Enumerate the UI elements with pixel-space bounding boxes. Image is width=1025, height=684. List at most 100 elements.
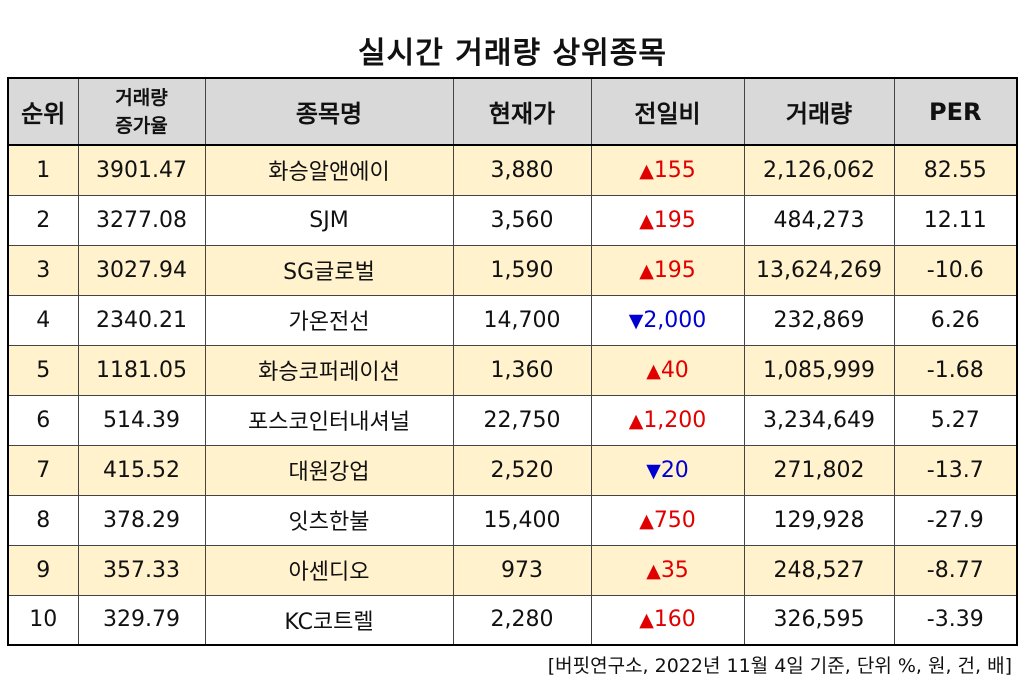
- up-triangle-icon: ▲: [639, 209, 654, 232]
- table-row: 7 415.52 대원강업 2,520 ▼20 271,802 -13.7: [7, 444, 1018, 496]
- source-footnote: [버핏연구소, 2022년 11월 4일 기준, 단위 %, 원, 건, 배]: [547, 655, 1012, 677]
- volume-cell: 13,624,269: [743, 244, 895, 296]
- down-triangle-icon: ▼: [646, 459, 661, 482]
- per-cell: -13.7: [893, 444, 1018, 496]
- header-current-price: 현재가: [452, 77, 592, 146]
- per-cell: -3.39: [893, 594, 1018, 646]
- change-value: 2,000: [643, 307, 707, 333]
- change-value: 160: [653, 607, 696, 633]
- volume-cell: 2,126,062: [743, 144, 895, 196]
- per-cell: 6.26: [893, 294, 1018, 346]
- volume-cell: 129,928: [743, 494, 895, 546]
- stock-name-cell: SG글로벌: [204, 244, 454, 296]
- current-price-cell: 3,560: [452, 194, 592, 246]
- header-volume-increase: 거래량 증가율: [77, 77, 206, 146]
- stock-name-cell: 가온전선: [204, 294, 454, 346]
- stock-name-cell: 포스코인터내셔널: [204, 394, 454, 446]
- current-price-cell: 2,280: [452, 594, 592, 646]
- change-cell: ▲35: [590, 544, 745, 596]
- stock-name-cell: 화승알앤에이: [204, 144, 454, 196]
- rank-cell: 3: [7, 244, 79, 296]
- table-row: 8 378.29 잇츠한불 15,400 ▲750 129,928 -27.9: [7, 494, 1018, 546]
- volume-cell: 3,234,649: [743, 394, 895, 446]
- change-value: 40: [660, 357, 689, 383]
- rank-cell: 1: [7, 144, 79, 196]
- volume-increase-cell: 3277.08: [77, 194, 206, 246]
- volume-cell: 326,595: [743, 594, 895, 646]
- volume-increase-cell: 3901.47: [77, 144, 206, 196]
- change-cell: ▼2,000: [590, 294, 745, 346]
- current-price-cell: 15,400: [452, 494, 592, 546]
- per-cell: 12.11: [893, 194, 1018, 246]
- rank-cell: 7: [7, 444, 79, 496]
- ranking-table: 순위 거래량 증가율 종목명 현재가 전일비 거래량 PER 1 3901.47 화…: [7, 77, 1018, 646]
- page-title: 실시간 거래량 상위종목: [358, 36, 667, 71]
- volume-cell: 1,085,999: [743, 344, 895, 396]
- change-cell: ▲195: [590, 244, 745, 296]
- change-value: 20: [660, 457, 689, 483]
- volume-cell: 248,527: [743, 544, 895, 596]
- up-triangle-icon: ▲: [646, 559, 661, 582]
- change-value: 1,200: [643, 407, 707, 433]
- volume-cell: 271,802: [743, 444, 895, 496]
- table-row: 3 3027.94 SG글로벌 1,590 ▲195 13,624,269 -10.6: [7, 244, 1018, 296]
- stock-name-cell: 아센디오: [204, 544, 454, 596]
- current-price-cell: 1,360: [452, 344, 592, 396]
- rank-cell: 5: [7, 344, 79, 396]
- per-cell: -1.68: [893, 344, 1018, 396]
- change-value: 155: [653, 157, 696, 183]
- volume-cell: 232,869: [743, 294, 895, 346]
- table-row: 10 329.79 KC코트렐 2,280 ▲160 326,595 -3.39: [7, 594, 1018, 646]
- stock-name-cell: 화승코퍼레이션: [204, 344, 454, 396]
- table-row: 2 3277.08 SJM 3,560 ▲195 484,273 12.11: [7, 194, 1018, 246]
- per-cell: 5.27: [893, 394, 1018, 446]
- change-value: 195: [653, 257, 696, 283]
- per-cell: -27.9: [893, 494, 1018, 546]
- up-triangle-icon: ▲: [639, 259, 654, 282]
- change-cell: ▲160: [590, 594, 745, 646]
- current-price-cell: 2,520: [452, 444, 592, 496]
- per-cell: 82.55: [893, 144, 1018, 196]
- volume-cell: 484,273: [743, 194, 895, 246]
- header-per: PER: [893, 77, 1018, 146]
- header-volume-increase-line1: 거래량: [115, 86, 168, 109]
- rank-cell: 10: [7, 594, 79, 646]
- change-value: 195: [653, 207, 696, 233]
- per-cell: -10.6: [893, 244, 1018, 296]
- table-row: 1 3901.47 화승알앤에이 3,880 ▲155 2,126,062 82.55: [7, 144, 1018, 196]
- current-price-cell: 14,700: [452, 294, 592, 346]
- change-cell: ▲195: [590, 194, 745, 246]
- per-cell: -8.77: [893, 544, 1018, 596]
- volume-increase-cell: 3027.94: [77, 244, 206, 296]
- stock-name-cell: 잇츠한불: [204, 494, 454, 546]
- header-change: 전일비: [590, 77, 745, 146]
- rank-cell: 2: [7, 194, 79, 246]
- stock-name-cell: 대원강업: [204, 444, 454, 496]
- change-cell: ▲40: [590, 344, 745, 396]
- change-value: 35: [660, 557, 689, 583]
- header-rank: 순위: [7, 77, 79, 146]
- change-cell: ▲1,200: [590, 394, 745, 446]
- rank-cell: 4: [7, 294, 79, 346]
- up-triangle-icon: ▲: [639, 509, 654, 532]
- stock-name-cell: KC코트렐: [204, 594, 454, 646]
- volume-increase-cell: 378.29: [77, 494, 206, 546]
- current-price-cell: 1,590: [452, 244, 592, 296]
- table-header-row: 순위 거래량 증가율 종목명 현재가 전일비 거래량 PER: [7, 77, 1018, 146]
- volume-increase-cell: 1181.05: [77, 344, 206, 396]
- change-value: 750: [653, 507, 696, 533]
- table-row: 4 2340.21 가온전선 14,700 ▼2,000 232,869 6.26: [7, 294, 1018, 346]
- table-body: 1 3901.47 화승알앤에이 3,880 ▲155 2,126,062 82.55 2 32…: [7, 144, 1018, 646]
- volume-increase-cell: 415.52: [77, 444, 206, 496]
- rank-cell: 8: [7, 494, 79, 546]
- down-triangle-icon: ▼: [628, 309, 644, 332]
- volume-increase-cell: 329.79: [77, 594, 206, 646]
- volume-increase-cell: 514.39: [77, 394, 206, 446]
- table-row: 6 514.39 포스코인터내셔널 22,750 ▲1,200 3,234,649 5.27: [7, 394, 1018, 446]
- current-price-cell: 3,880: [452, 144, 592, 196]
- change-cell: ▼20: [590, 444, 745, 496]
- change-cell: ▲155: [590, 144, 745, 196]
- volume-increase-cell: 357.33: [77, 544, 206, 596]
- header-stock-name: 종목명: [204, 77, 454, 146]
- rank-cell: 9: [7, 544, 79, 596]
